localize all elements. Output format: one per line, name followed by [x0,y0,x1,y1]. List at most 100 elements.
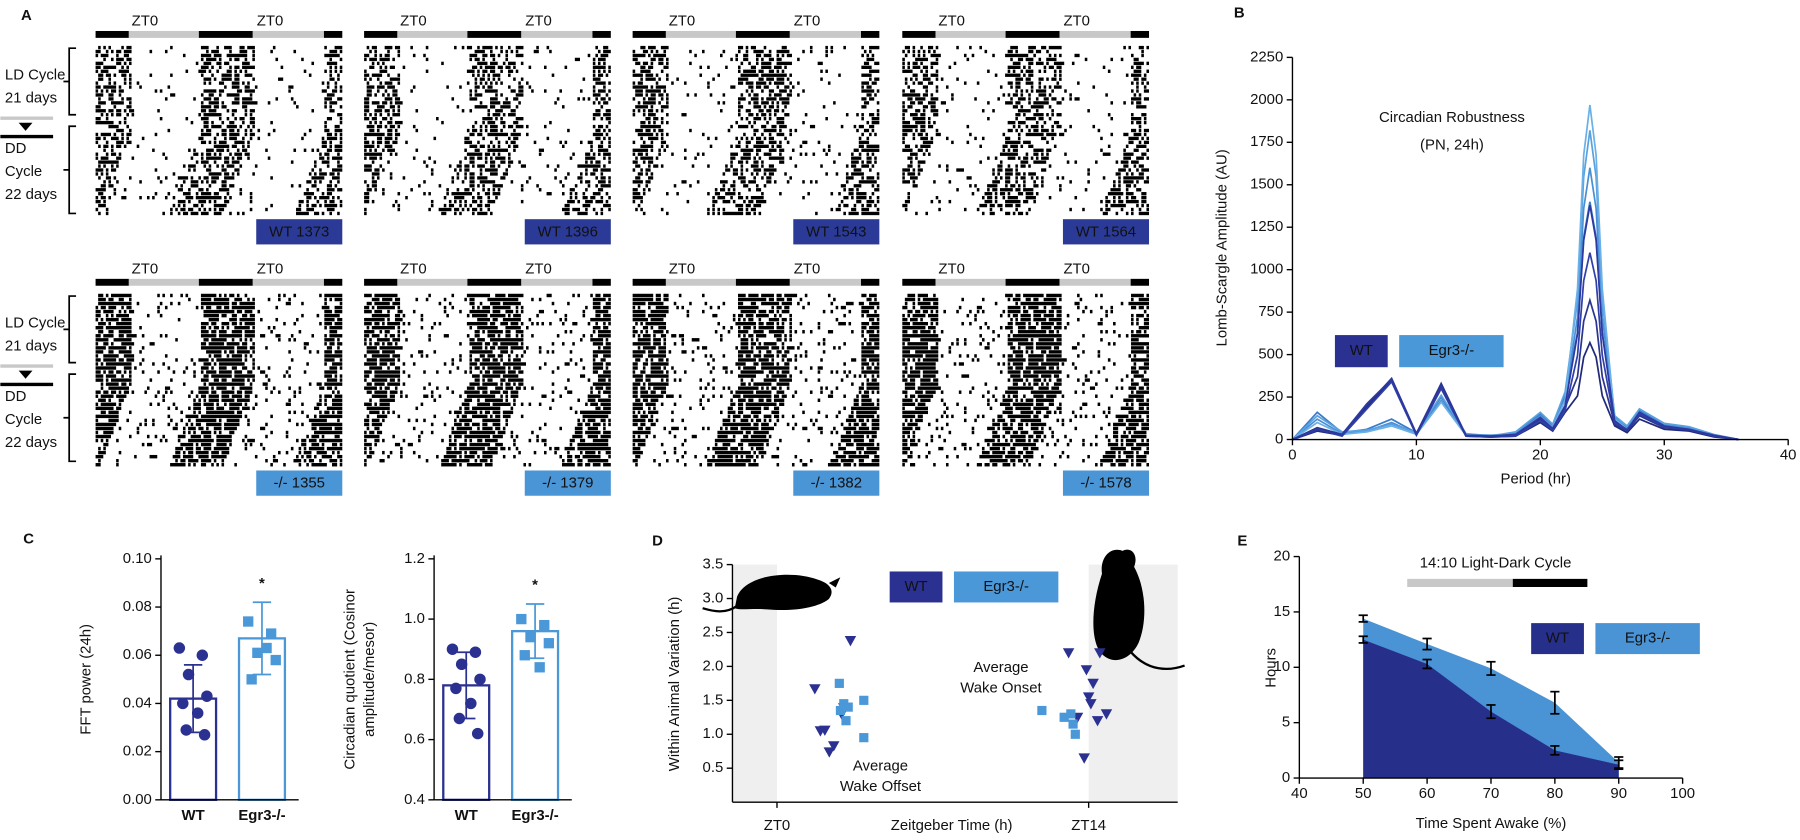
activity-bout [1144,85,1147,88]
activity-bout [907,105,912,108]
activity-bout [838,204,841,207]
activity-bout [656,298,661,301]
activity-bout [211,386,214,389]
activity-bout [1136,121,1141,124]
activity-bout [1041,137,1046,140]
activity-bout [995,302,998,305]
activity-bout [216,407,224,410]
light-dark-bar [1060,31,1131,38]
activity-bout [317,200,320,203]
activity-bout [183,212,188,215]
activity-bout [707,399,710,402]
activity-bout [485,370,490,373]
activity-bout [902,322,910,325]
activity-bout [759,322,764,325]
light-dark-bar [1131,31,1149,38]
activity-bout [234,74,239,77]
activity-bout [451,358,454,361]
activity-bout [653,164,658,167]
activity-bout [743,54,748,57]
activity-bout [211,66,214,69]
activity-bout [964,338,967,341]
activity-bout [421,431,424,434]
activity-bout [544,125,547,128]
activity-bout [372,298,380,301]
activity-bout [464,423,469,426]
activity-bout [633,411,636,414]
activity-bout [769,105,774,108]
activity-bout [364,97,369,100]
activity-bout [155,133,158,136]
activity-bout [943,403,946,406]
activity-bout [222,105,227,108]
activity-bout [738,318,741,321]
activity-bout [201,395,206,398]
activity-bout [96,196,99,199]
activity-bout [324,326,327,329]
activity-bout [572,322,577,325]
activity-bout [265,399,268,402]
activity-bout [1033,310,1046,313]
activity-bout [635,322,638,325]
activity-bout [756,81,766,84]
activity-bout [949,431,952,434]
activity-bout [1108,192,1123,195]
activity-bout [787,180,790,183]
activity-bout [1134,431,1147,434]
activity-bout [598,346,601,349]
activity-bout [910,443,918,446]
activity-bout [250,382,253,385]
activity-bout [712,366,715,369]
activity-bout [1103,66,1106,69]
activity-bout [293,322,296,325]
activity-bout [759,342,762,345]
activity-bout [810,330,813,333]
activity-bout [227,164,235,167]
activity-bout [340,443,343,446]
activity-bout [335,149,343,152]
activity-bout [204,338,209,341]
activity-bout [508,366,511,369]
activity-bout [98,204,106,207]
activity-bout [595,160,600,163]
activity-bout [787,77,790,80]
activity-bout [124,310,127,313]
activity-bout [245,358,248,361]
activity-bout [838,346,841,349]
activity-bout [861,366,864,369]
activity-bout [227,354,230,357]
activity-bout [369,121,372,124]
activity-bout [681,180,686,183]
activity-bout [482,85,485,88]
activity-bout [467,46,472,49]
activity-bout [1131,113,1134,116]
activity-bout [204,164,207,167]
activity-bout [335,133,338,136]
activity-bout [769,172,774,175]
activity-bout [106,318,119,321]
activity-bout [503,427,506,430]
activity-bout [1049,318,1062,321]
activity-bout [995,386,998,389]
activity-bout [913,322,928,325]
activity-bout [324,97,332,100]
activity-bout [493,74,501,77]
activity-bout [372,62,375,65]
activity-bout [508,354,511,357]
activity-bout [874,160,877,163]
activity-bout [1126,427,1136,430]
activity-bout [511,133,521,136]
activity-bout [907,423,917,426]
activity-bout [653,330,663,333]
activity-bout [137,427,140,430]
activity-bout [915,121,925,124]
activity-bout [265,435,268,438]
activity-bout [1049,164,1052,167]
activity-bout [836,370,839,373]
activity-bout [997,172,1000,175]
activity-bout [779,314,782,317]
activity-bout [982,415,985,418]
activity-bout [380,386,383,389]
activity-bout [469,302,474,305]
activity-bout [247,423,250,426]
